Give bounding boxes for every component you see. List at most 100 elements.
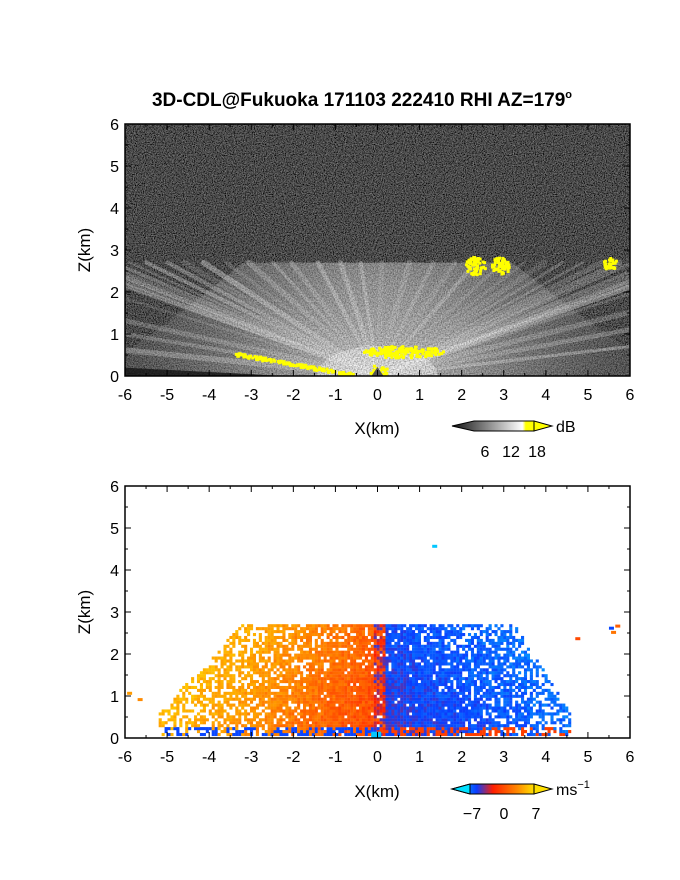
- velocity-cell: [252, 641, 257, 645]
- velocity-cell: [194, 694, 198, 698]
- velocity-cell: [320, 685, 324, 690]
- velocity-cell: [205, 697, 209, 701]
- reflectivity-strong-echo-cell: [347, 372, 351, 376]
- velocity-cell: [491, 656, 495, 660]
- velocity-cell: [562, 706, 566, 710]
- velocity-cell: [285, 688, 289, 692]
- velocity-cell: [467, 721, 472, 725]
- velocity-cell: [447, 647, 451, 651]
- velocity-cell: [291, 721, 295, 725]
- velocity-cell: [414, 712, 419, 716]
- velocity-cell: [358, 688, 363, 692]
- velocity-cell: [473, 712, 477, 716]
- velocity-cell: [423, 697, 427, 701]
- velocity-x-tick-label: -4: [202, 749, 216, 766]
- reflectivity-strong-echo-cell: [394, 353, 398, 357]
- velocity-cell: [199, 677, 204, 681]
- velocity-cell: [388, 644, 392, 648]
- velocity-cell: [347, 662, 351, 666]
- velocity-cell: [488, 624, 492, 628]
- velocity-cell: [529, 732, 533, 737]
- velocity-cell: [308, 662, 313, 666]
- velocity-cell: [515, 677, 519, 681]
- velocity-cell: [303, 630, 307, 634]
- velocity-cell: [470, 659, 475, 663]
- velocity-cell: [447, 641, 451, 645]
- velocity-cell: [247, 682, 251, 687]
- velocity-cell: [326, 677, 330, 681]
- velocity-cell: [364, 724, 368, 728]
- velocity-cell: [367, 638, 371, 642]
- velocity-cell: [432, 665, 436, 669]
- velocity-cell: [314, 718, 318, 722]
- velocity-cell: [202, 674, 206, 678]
- velocity-cell: [258, 721, 262, 725]
- velocity-cell: [285, 697, 289, 701]
- velocity-cell: [385, 659, 389, 663]
- velocity-cell: [350, 624, 354, 628]
- velocity-cell: [202, 727, 206, 731]
- velocity-cell: [314, 724, 318, 728]
- velocity-cell: [403, 647, 407, 651]
- velocity-cell: [373, 644, 377, 648]
- velocity-y-tick-label: 5: [110, 521, 119, 538]
- velocity-cell: [305, 674, 310, 678]
- velocity-cell: [382, 712, 386, 716]
- velocity-cell: [338, 688, 342, 692]
- velocity-cell: [453, 703, 457, 707]
- velocity-cell: [264, 688, 268, 692]
- velocity-cell: [456, 647, 460, 651]
- velocity-cell: [473, 706, 477, 710]
- reflectivity-strong-echo-cell: [478, 257, 482, 261]
- reflectivity-strong-echo-cell: [421, 352, 425, 356]
- velocity-cell: [338, 682, 342, 687]
- velocity-cell: [267, 694, 271, 698]
- velocity-cell: [441, 624, 445, 628]
- velocity-cell: [170, 706, 174, 710]
- velocity-cell: [432, 630, 436, 634]
- velocity-cell: [432, 624, 436, 628]
- velocity-cell: [267, 682, 271, 687]
- velocity-cell: [426, 718, 430, 722]
- velocity-cell: [394, 706, 398, 710]
- velocity-cell: [332, 674, 336, 678]
- velocity-cell: [320, 665, 324, 669]
- velocity-cell: [353, 630, 357, 634]
- velocity-cell: [467, 633, 472, 637]
- velocity-cell: [273, 635, 277, 640]
- velocity-cell: [426, 647, 430, 651]
- velocity-cell: [435, 700, 439, 704]
- velocity-cell: [426, 709, 430, 713]
- velocity-cell: [182, 685, 186, 690]
- velocity-cell: [267, 691, 271, 695]
- velocity-cell: [214, 685, 218, 690]
- reflectivity-strong-echo-cell: [605, 265, 609, 269]
- velocity-cell: [420, 721, 424, 725]
- velocity-cell: [400, 662, 404, 666]
- velocity-cell: [217, 682, 221, 687]
- velocity-cell: [232, 715, 236, 719]
- velocity-cell: [470, 638, 475, 642]
- velocity-cell: [488, 718, 492, 722]
- velocity-cell: [400, 682, 404, 687]
- velocity-cell: [264, 721, 268, 725]
- velocity-cell: [373, 694, 377, 698]
- velocity-cell: [523, 668, 528, 672]
- velocity-cell: [391, 630, 395, 634]
- velocity-cell: [211, 697, 215, 701]
- velocity-cell: [344, 674, 348, 678]
- velocity-cell: [364, 665, 368, 669]
- velocity-cell: [450, 682, 454, 687]
- velocity-cell: [453, 688, 457, 692]
- velocity-cell: [361, 630, 366, 634]
- velocity-cell: [379, 665, 383, 669]
- velocity-cell: [459, 688, 463, 692]
- velocity-cell: [509, 721, 513, 725]
- velocity-cell: [417, 647, 421, 651]
- velocity-cell: [406, 712, 410, 716]
- velocity-cell: [288, 653, 292, 657]
- velocity-cell: [264, 700, 268, 704]
- reflectivity-strong-echo-cell: [384, 356, 388, 360]
- velocity-cell: [335, 644, 339, 648]
- velocity-cell: [214, 665, 218, 669]
